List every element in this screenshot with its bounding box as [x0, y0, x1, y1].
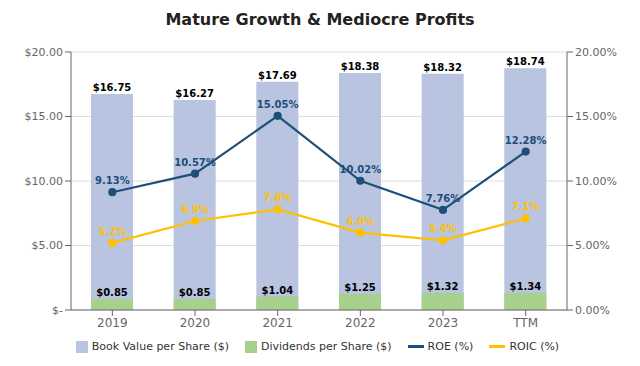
svg-text:$0.85: $0.85 [96, 287, 128, 298]
svg-text:$1.25: $1.25 [344, 282, 376, 293]
html-text:Mature Growth & Mediocre Profi: Mature Growth & Mediocre Profits [165, 10, 475, 29]
svg-text:15.05%: 15.05% [257, 99, 299, 110]
svg-text:$20.00: $20.00 [25, 46, 64, 59]
html-text:ROIC (%): ROIC (%) [509, 340, 560, 353]
svg-text:10.02%: 10.02% [340, 164, 382, 175]
html-text:Dividends per Share ($): Dividends per Share ($) [261, 340, 392, 353]
svg-text:$10.00: $10.00 [25, 175, 64, 188]
svg-text:5.4%: 5.4% [429, 223, 457, 234]
svg-text:2019: 2019 [97, 316, 128, 330]
svg-text:7.1%: 7.1% [512, 201, 540, 212]
svg-text:10.00%: 10.00% [575, 175, 617, 188]
svg-text:$5.00: $5.00 [32, 239, 64, 252]
svg-text:20.00%: 20.00% [575, 46, 617, 59]
svg-text:7.76%: 7.76% [426, 193, 461, 204]
svg-text:5.2%: 5.2% [98, 226, 126, 237]
svg-text:2020: 2020 [180, 316, 211, 330]
svg-text:$1.34: $1.34 [510, 281, 542, 292]
svg-text:TTM: TTM [512, 316, 538, 330]
html-text:ROE (%): ROE (%) [427, 340, 474, 353]
svg-text:5.00%: 5.00% [575, 239, 610, 252]
svg-text:6.9%: 6.9% [181, 204, 209, 215]
svg-text:$-: $- [52, 304, 63, 317]
svg-text:6.0%: 6.0% [346, 216, 374, 227]
svg-text:$18.32: $18.32 [423, 62, 462, 73]
svg-text:2023: 2023 [428, 316, 459, 330]
svg-text:$16.27: $16.27 [175, 88, 214, 99]
svg-text:$18.74: $18.74 [506, 56, 545, 67]
svg-text:2021: 2021 [262, 316, 293, 330]
svg-text:2022: 2022 [345, 316, 376, 330]
svg-text:$16.75: $16.75 [93, 82, 132, 93]
svg-text:$1.32: $1.32 [427, 281, 459, 292]
svg-text:$15.00: $15.00 [25, 110, 64, 123]
svg-text:9.13%: 9.13% [95, 175, 130, 186]
svg-text:0.00%: 0.00% [575, 304, 610, 317]
svg-text:$0.85: $0.85 [179, 287, 211, 298]
svg-text:$18.38: $18.38 [341, 61, 380, 72]
svg-text:15.00%: 15.00% [575, 110, 617, 123]
svg-text:$17.69: $17.69 [258, 70, 297, 81]
svg-text:12.28%: 12.28% [505, 135, 547, 146]
svg-text:7.8%: 7.8% [264, 192, 292, 203]
html-text:Book Value per Share ($): Book Value per Share ($) [91, 340, 229, 353]
svg-text:10.57%: 10.57% [174, 157, 216, 168]
svg-text:$1.04: $1.04 [262, 285, 294, 296]
